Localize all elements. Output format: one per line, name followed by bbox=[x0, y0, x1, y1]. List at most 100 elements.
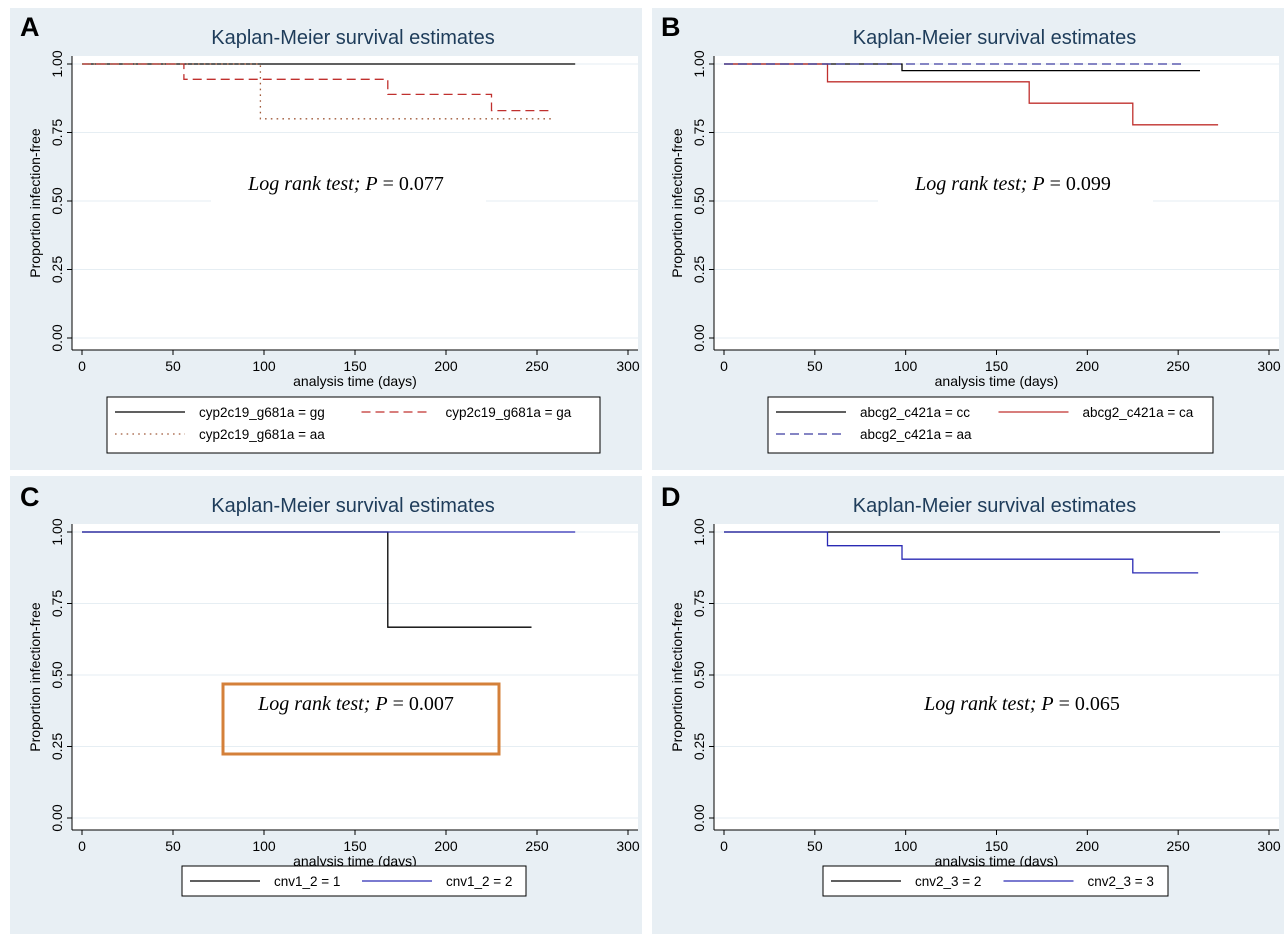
y-tick-label: 0.75 bbox=[49, 590, 65, 617]
x-axis-title: analysis time (days) bbox=[293, 853, 417, 869]
legend-label: cnv2_3 = 3 bbox=[1088, 874, 1154, 889]
legend-label: cyp2c19_g681a = aa bbox=[199, 427, 325, 442]
x-tick-label: 100 bbox=[894, 838, 918, 854]
y-tick-label: 0.25 bbox=[49, 733, 65, 760]
y-tick-label: 0.25 bbox=[691, 733, 707, 760]
x-tick-label: 50 bbox=[807, 838, 823, 854]
legend-box bbox=[767, 396, 1214, 454]
y-tick-label: 1.00 bbox=[49, 518, 65, 545]
annotation-prefix: Log rank test; bbox=[923, 693, 1041, 715]
y-tick-label: 0.75 bbox=[49, 119, 65, 146]
y-axis-title: Proportion infection-free bbox=[27, 602, 43, 752]
annotation-p-symbol: P bbox=[364, 173, 377, 195]
x-tick-label: 0 bbox=[78, 838, 86, 854]
x-tick-label: 200 bbox=[1076, 358, 1100, 374]
x-tick-label: 200 bbox=[434, 838, 458, 854]
plot-area bbox=[714, 524, 1279, 830]
annotation-background bbox=[878, 168, 1153, 202]
legend-box bbox=[106, 396, 601, 454]
log-rank-annotation: Log rank test; P = 0.077 bbox=[247, 173, 444, 195]
y-tick-label: 0.00 bbox=[49, 804, 65, 831]
y-tick-label: 1.00 bbox=[691, 50, 707, 77]
panel-b: 0.00 0.25 0.50 0.75 1.00 0 50 100 150 200 250 300 an… bbox=[652, 8, 1284, 470]
y-tick-label: 0.50 bbox=[691, 187, 707, 214]
x-tick-label: 150 bbox=[343, 838, 367, 854]
legend-label: cyp2c19_g681a = gg bbox=[199, 405, 325, 420]
plot-area bbox=[72, 56, 638, 350]
y-tick-label: 0.00 bbox=[49, 324, 65, 351]
annotation-p-symbol: P bbox=[374, 693, 387, 715]
legend-label: abcg2_c421a = aa bbox=[860, 427, 972, 442]
x-axis-title: analysis time (days) bbox=[935, 853, 1059, 869]
panel-letter: C bbox=[20, 482, 40, 512]
x-tick-label: 200 bbox=[1076, 838, 1100, 854]
annotation-p-value: = 0.077 bbox=[378, 173, 444, 195]
annotation-p-symbol: P bbox=[1040, 693, 1053, 715]
panel-d: 0.00 0.25 0.50 0.75 1.00 0 50 100 150 200 250 300 an… bbox=[652, 476, 1284, 934]
x-tick-label: 250 bbox=[1166, 838, 1190, 854]
chart-title: Kaplan-Meier survival estimates bbox=[853, 495, 1136, 517]
log-rank-annotation: Log rank test; P = 0.099 bbox=[914, 173, 1111, 195]
x-tick-label: 150 bbox=[343, 358, 367, 374]
annotation-prefix: Log rank test; bbox=[257, 693, 375, 715]
x-tick-label: 150 bbox=[985, 838, 1009, 854]
y-tick-label: 0.50 bbox=[691, 661, 707, 688]
survival-curve bbox=[82, 63, 552, 112]
x-tick-label: 250 bbox=[525, 838, 549, 854]
y-tick-label: 1.00 bbox=[691, 518, 707, 545]
x-tick-label: 200 bbox=[434, 358, 458, 374]
y-tick-label: 0.25 bbox=[691, 256, 707, 283]
y-tick-label: 0.25 bbox=[49, 256, 65, 283]
y-tick-label: 0.50 bbox=[49, 187, 65, 214]
annotation-box bbox=[221, 682, 501, 756]
x-tick-label: 300 bbox=[1257, 838, 1281, 854]
y-tick-label: 0.75 bbox=[691, 119, 707, 146]
chart-title: Kaplan-Meier survival estimates bbox=[853, 27, 1136, 49]
x-tick-label: 50 bbox=[807, 358, 823, 374]
legend-label: abcg2_c421a = ca bbox=[1083, 405, 1194, 420]
annotation-prefix: Log rank test; bbox=[914, 173, 1032, 195]
panel-c: 0.00 0.25 0.50 0.75 1.00 0 50 100 150 200 250 300 an… bbox=[10, 476, 642, 934]
survival-curve bbox=[724, 531, 1199, 574]
x-tick-label: 150 bbox=[985, 358, 1009, 374]
x-tick-label: 250 bbox=[1166, 358, 1190, 374]
panel-letter: D bbox=[661, 482, 681, 512]
y-tick-label: 0.00 bbox=[691, 804, 707, 831]
log-rank-annotation: Log rank test; P = 0.065 bbox=[923, 693, 1120, 715]
legend-label: cyp2c19_g681a = ga bbox=[446, 405, 572, 420]
x-tick-label: 250 bbox=[525, 358, 549, 374]
annotation-p-value: = 0.065 bbox=[1054, 693, 1120, 715]
panel-letter: A bbox=[20, 12, 40, 42]
y-axis-title: Proportion infection-free bbox=[27, 128, 43, 278]
x-tick-label: 100 bbox=[894, 358, 918, 374]
y-tick-label: 0.75 bbox=[691, 590, 707, 617]
chart-title: Kaplan-Meier survival estimates bbox=[211, 27, 494, 49]
plot-area bbox=[714, 56, 1279, 350]
x-tick-label: 300 bbox=[616, 358, 640, 374]
annotation-p-value: = 0.099 bbox=[1045, 173, 1111, 195]
panel-letter: B bbox=[661, 12, 681, 42]
y-tick-label: 0.50 bbox=[49, 661, 65, 688]
x-axis-title: analysis time (days) bbox=[293, 373, 417, 389]
annotation-background bbox=[887, 688, 1162, 722]
annotation-p-value: = 0.007 bbox=[388, 693, 454, 715]
x-tick-label: 0 bbox=[720, 358, 728, 374]
x-tick-label: 100 bbox=[252, 358, 276, 374]
annotation-background bbox=[211, 168, 486, 202]
chart-title: Kaplan-Meier survival estimates bbox=[211, 495, 494, 517]
annotation-prefix: Log rank test; bbox=[247, 173, 365, 195]
panel-a: 0.00 0.25 0.50 0.75 1.00 0 50 100 150 200 250 300 an… bbox=[10, 8, 642, 470]
log-rank-annotation: Log rank test; P = 0.007 bbox=[257, 693, 454, 715]
x-tick-label: 0 bbox=[720, 838, 728, 854]
y-axis-title: Proportion infection-free bbox=[669, 602, 685, 752]
x-tick-label: 0 bbox=[78, 358, 86, 374]
legend-label: cnv1_2 = 1 bbox=[274, 874, 340, 889]
x-tick-label: 50 bbox=[165, 358, 181, 374]
plot-area bbox=[72, 524, 638, 830]
survival-curve bbox=[724, 63, 1219, 126]
y-axis-title: Proportion infection-free bbox=[669, 128, 685, 278]
annotation-p-symbol: P bbox=[1031, 173, 1044, 195]
x-tick-label: 50 bbox=[165, 838, 181, 854]
y-tick-label: 1.00 bbox=[49, 50, 65, 77]
